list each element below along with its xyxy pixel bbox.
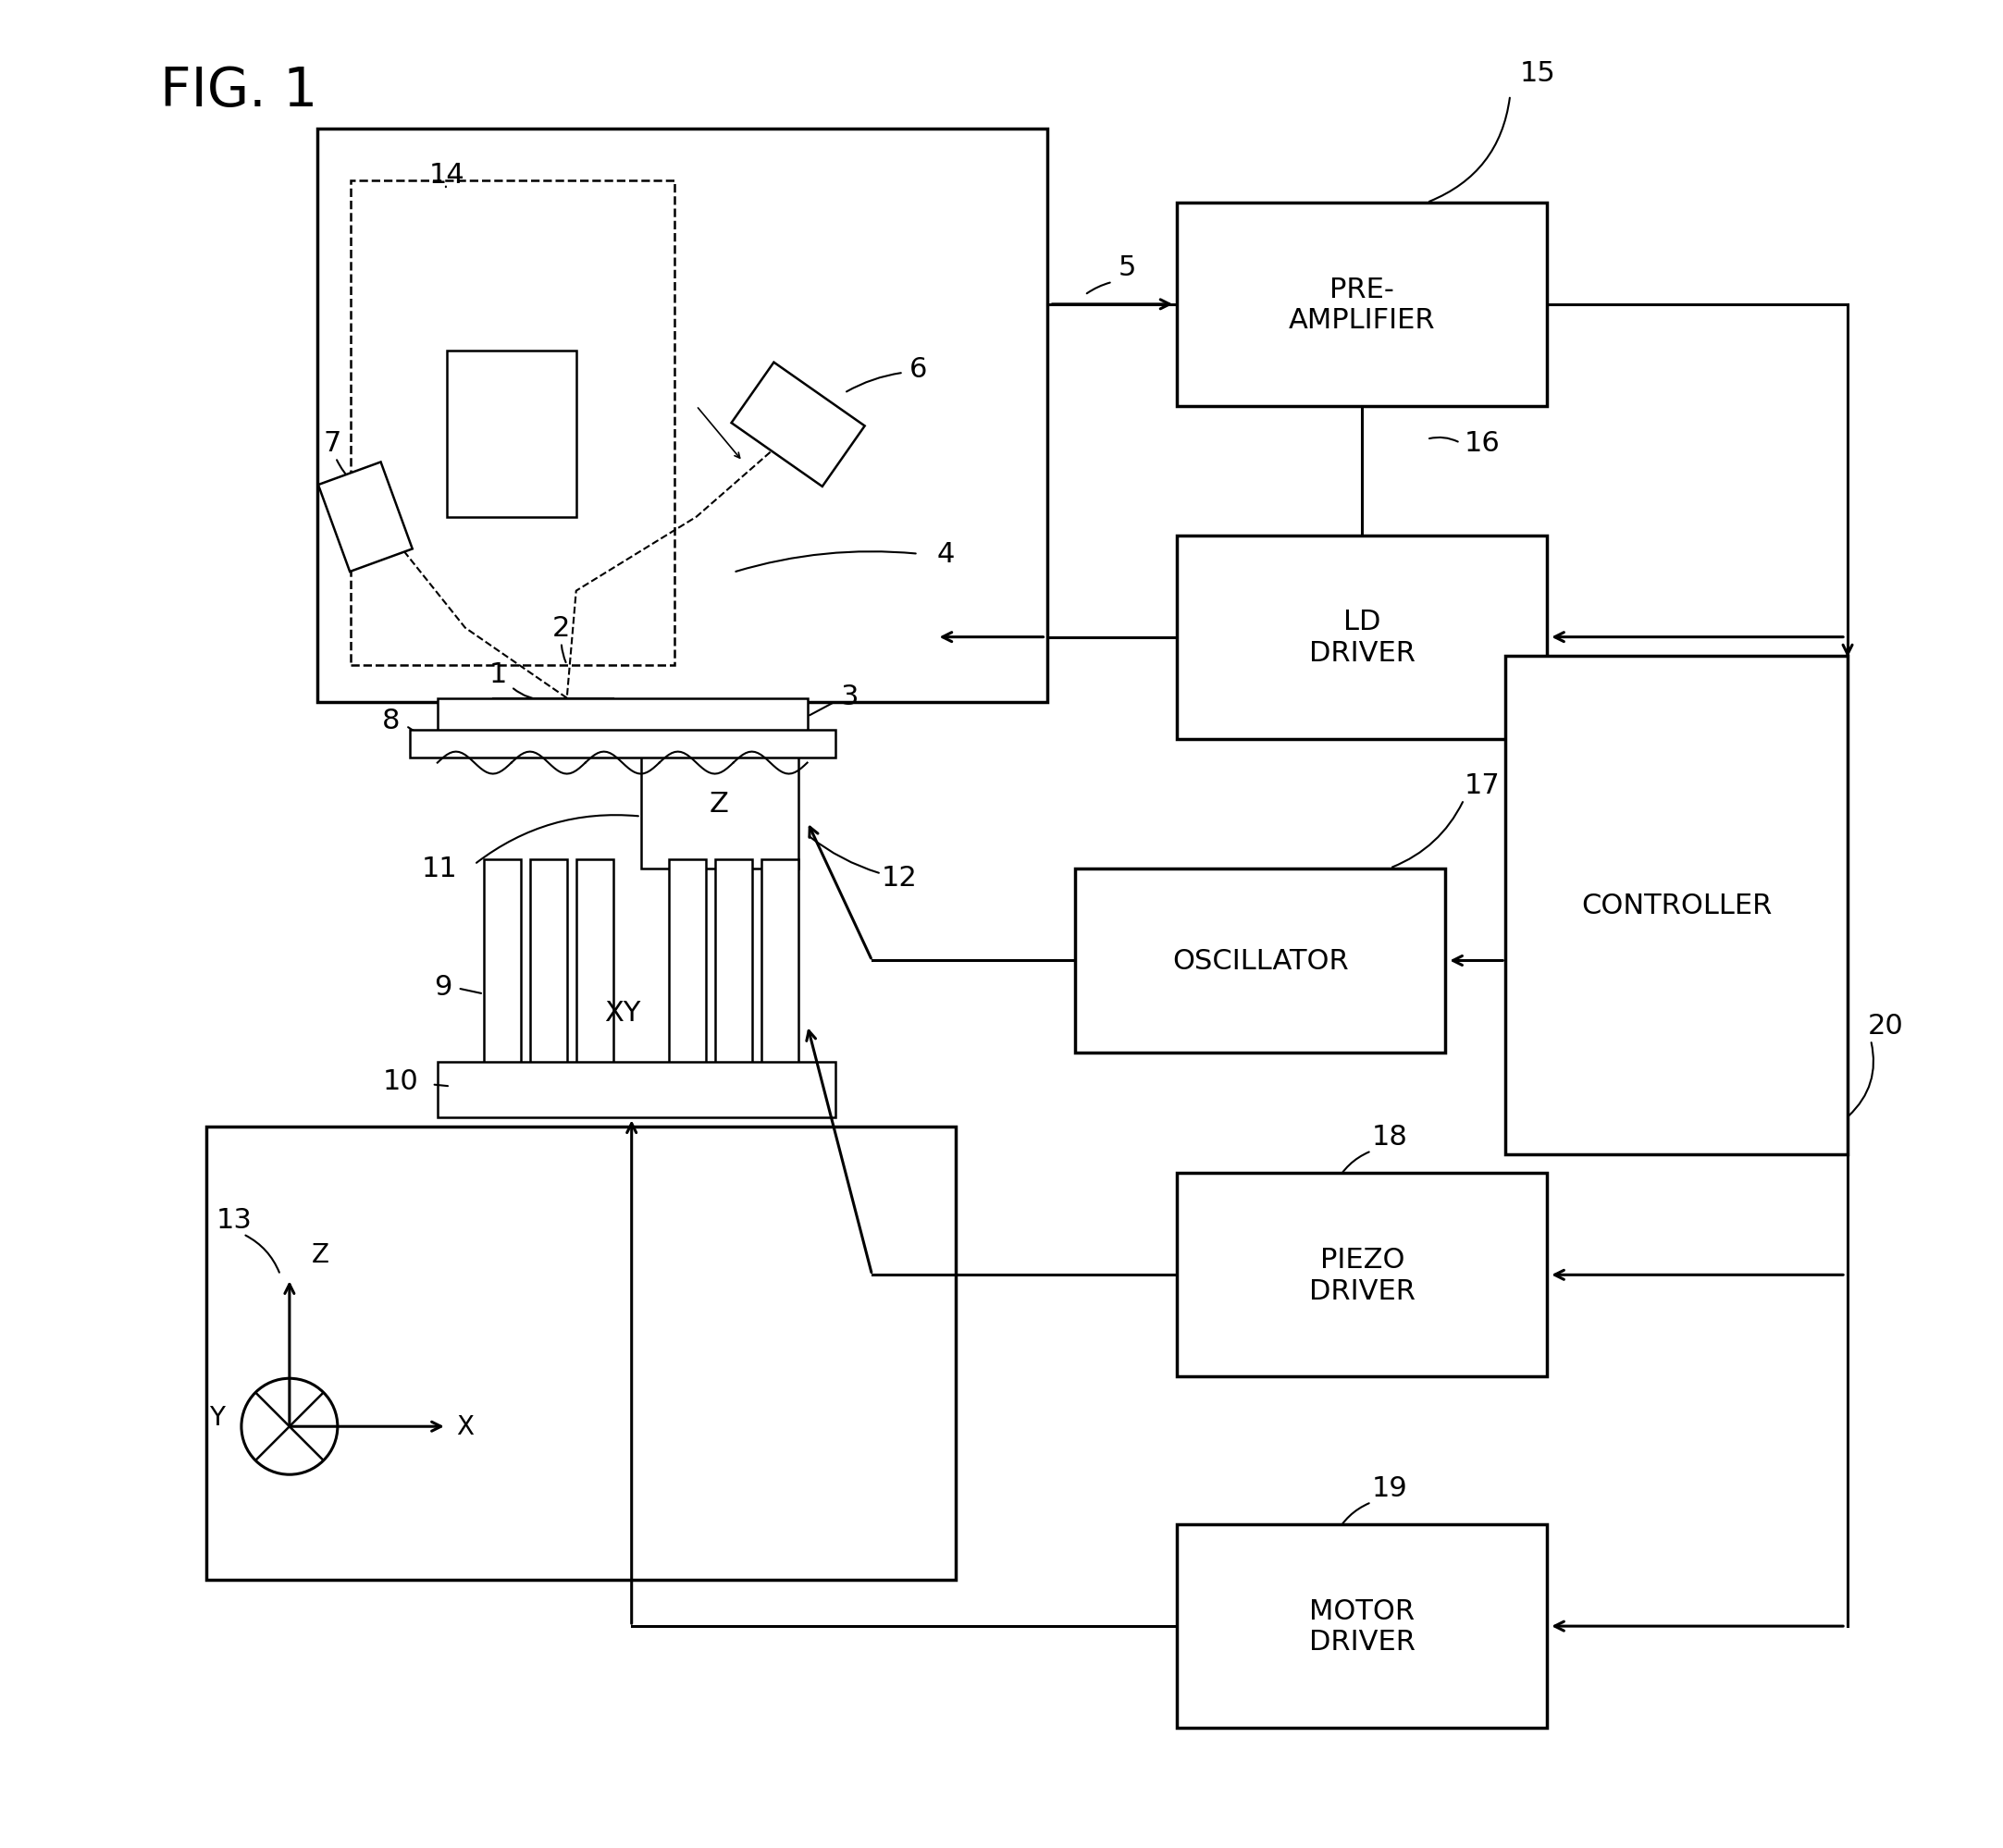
Bar (531, 859, 567, 1072)
Text: Z: Z (709, 791, 729, 817)
Text: PRE-
AMPLIFIER: PRE- AMPLIFIER (1288, 275, 1436, 334)
Bar (715, 859, 751, 1072)
Bar (1178, 1525, 1546, 1728)
Text: 3: 3 (841, 684, 859, 710)
Text: CONTROLLER: CONTROLLER (1580, 893, 1773, 918)
Text: 6: 6 (909, 357, 927, 383)
Bar (1178, 536, 1546, 739)
Bar (641, 739, 797, 869)
Bar (577, 859, 613, 1072)
Bar (437, 1063, 835, 1118)
Text: 20: 20 (1867, 1013, 1903, 1039)
Text: 5: 5 (1118, 255, 1136, 281)
Bar (316, 129, 1048, 702)
Bar (1506, 656, 1847, 1155)
Text: Z: Z (312, 1242, 328, 1268)
Bar (206, 1127, 955, 1580)
Text: 15: 15 (1520, 61, 1556, 87)
Bar (483, 859, 521, 1072)
Text: X: X (457, 1414, 473, 1440)
Text: XY: XY (605, 1000, 641, 1026)
Polygon shape (318, 462, 413, 573)
Text: 4: 4 (937, 541, 955, 567)
Text: 16: 16 (1464, 431, 1500, 456)
Text: 12: 12 (881, 865, 917, 891)
Polygon shape (731, 362, 865, 488)
Text: 9: 9 (435, 974, 453, 1000)
Text: 2: 2 (553, 615, 571, 641)
Bar (437, 699, 807, 739)
Bar (761, 859, 797, 1072)
Text: MOTOR
DRIVER: MOTOR DRIVER (1308, 1597, 1416, 1656)
Text: OSCILLATOR: OSCILLATOR (1172, 948, 1348, 974)
Bar (447, 351, 577, 517)
Text: 13: 13 (216, 1207, 252, 1233)
Text: 11: 11 (421, 856, 457, 881)
Text: 14: 14 (429, 163, 465, 188)
Text: 10: 10 (383, 1068, 419, 1094)
Bar (351, 181, 675, 665)
Bar (1178, 1173, 1546, 1377)
Text: 7: 7 (322, 431, 341, 456)
Bar (1178, 203, 1546, 407)
Text: LD
DRIVER: LD DRIVER (1308, 608, 1416, 667)
Bar (411, 730, 835, 758)
Bar (1076, 869, 1446, 1053)
Text: 17: 17 (1464, 772, 1500, 798)
Text: 19: 19 (1372, 1475, 1408, 1501)
Text: Y: Y (208, 1404, 224, 1430)
Text: FIG. 1: FIG. 1 (160, 65, 318, 118)
Text: 1: 1 (489, 662, 507, 687)
Bar (669, 859, 705, 1072)
Text: 18: 18 (1372, 1124, 1408, 1149)
Text: 8: 8 (383, 708, 401, 734)
Text: PIEZO
DRIVER: PIEZO DRIVER (1308, 1246, 1416, 1305)
